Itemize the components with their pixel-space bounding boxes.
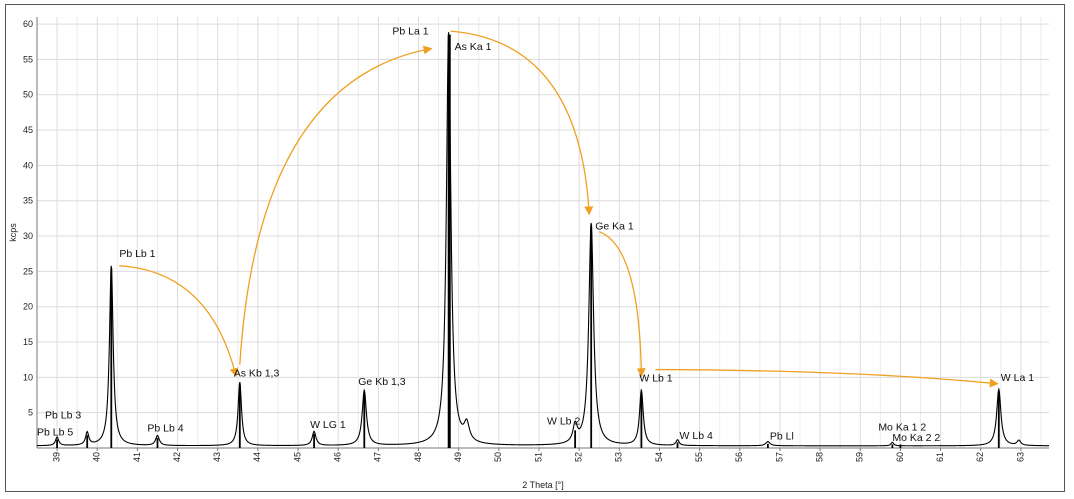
x-tick-label: 48: [413, 452, 423, 462]
x-tick-label: 41: [132, 452, 142, 462]
x-tick-label: 50: [493, 452, 503, 462]
x-tick-label: 56: [734, 452, 744, 462]
peak-label: W Lb 2: [547, 416, 580, 428]
peak-label: Pb Lb 3: [45, 409, 81, 421]
peak-labels: Pb Lb 5 Pb Lb 3 Pb Lb 1 Pb Lb 4 As Kb 1,3 W L…: [37, 26, 1034, 444]
x-tick-label: 54: [654, 452, 664, 462]
peak-label: Ge Ka 1: [595, 221, 634, 233]
y-tick-label: 15: [23, 337, 33, 347]
x-tick-label: 55: [694, 452, 704, 462]
annotation-arrows: [119, 30, 999, 388]
peak-markers: [56, 34, 1000, 448]
grid: [37, 17, 1049, 448]
peak-label: Pb Lb 1: [119, 248, 155, 260]
x-tick-label: 49: [453, 452, 463, 462]
x-tick-label: 62: [975, 452, 985, 462]
x-tick-label: 52: [574, 452, 584, 462]
spectrum-line: [37, 32, 1050, 447]
peak-label: Pb Ll: [770, 431, 794, 443]
peak-label: As Kb 1,3: [234, 368, 280, 380]
y-tick-label: 30: [23, 231, 33, 241]
x-tick-label: 57: [774, 452, 784, 462]
x-tick-label: 51: [533, 452, 543, 462]
y-tick-label: 50: [23, 90, 33, 100]
annotation-arrow: [598, 231, 646, 378]
x-tick-label: 42: [172, 452, 182, 462]
xrf-spectrum-chart: 5 10 15 20 25 30 35 40 45 50 55 60 39 40 41 42 43 44 45 46 4…: [8, 17, 1050, 490]
y-tick-label: 55: [23, 54, 33, 64]
x-tick-label: 43: [212, 452, 222, 462]
peak-label: W La 1: [1001, 372, 1034, 384]
annotation-arrow: [239, 45, 433, 365]
annotation-arrow: [655, 368, 999, 388]
x-tick-label: 53: [614, 452, 624, 462]
x-tick-label: 39: [51, 452, 61, 462]
x-tick-label: 40: [92, 452, 102, 462]
x-tick-label: 61: [935, 452, 945, 462]
y-tick-label: 40: [23, 160, 33, 170]
x-tick-label: 44: [252, 452, 262, 462]
y-tick-label: 45: [23, 125, 33, 135]
x-axis-title: 2 Theta [°]: [522, 480, 563, 490]
peak-label: W LG 1: [310, 419, 346, 431]
peak-label: Pb La 1: [392, 26, 428, 38]
x-tick-label: 58: [814, 452, 824, 462]
y-axis-title: kcps: [8, 223, 18, 242]
peak-label: Mo Ka 2 2: [892, 432, 940, 444]
x-tick-label: 47: [373, 452, 383, 462]
peak-label: Pb Lb 5: [37, 426, 73, 438]
y-tick-label: 20: [23, 302, 33, 312]
axes: 5 10 15 20 25 30 35 40 45 50 55 60 39 40 41 42 43 44 45 46 4…: [23, 17, 1049, 462]
peak-label: Ge Kb 1,3: [358, 376, 405, 388]
x-tick-label: 60: [895, 452, 905, 462]
peak-label: W Lb 4: [680, 430, 713, 442]
x-tick-label: 59: [855, 452, 865, 462]
peak-label: W Lb 1: [639, 373, 672, 385]
y-tick-label: 5: [28, 408, 33, 418]
chart-frame: 5 10 15 20 25 30 35 40 45 50 55 60 39 40 41 42 43 44 45 46 4…: [5, 4, 1065, 492]
y-tick-label: 60: [23, 19, 33, 29]
x-tick-label: 63: [1015, 452, 1025, 462]
peak-label: Pb Lb 4: [147, 423, 183, 435]
spectrum-series: [37, 32, 1050, 447]
annotation-arrow: [450, 30, 594, 216]
peak-label: As Ka 1: [455, 41, 492, 53]
annotation-arrow: [119, 265, 239, 378]
y-tick-label: 35: [23, 196, 33, 206]
x-tick-label: 46: [333, 452, 343, 462]
y-tick-label: 10: [23, 372, 33, 382]
peak-label: Mo Ka 1 2: [878, 421, 926, 433]
y-tick-label: 25: [23, 266, 33, 276]
x-tick-label: 45: [292, 452, 302, 462]
